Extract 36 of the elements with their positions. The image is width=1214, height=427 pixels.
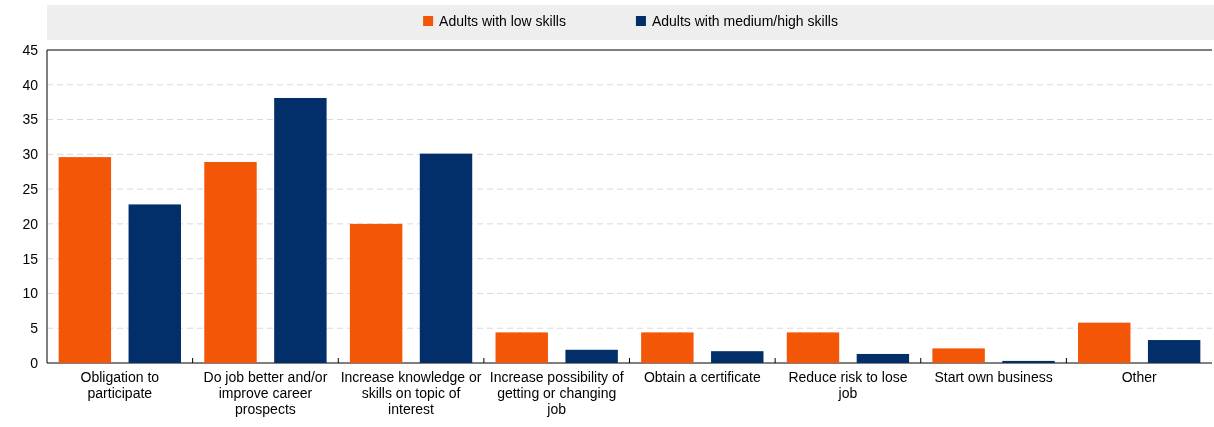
x-tick-label: Obligation to participate [80, 369, 160, 401]
x-tick-label: Other [1121, 369, 1158, 385]
bar [711, 351, 764, 363]
bar [856, 353, 910, 363]
y-tick-label: 40 [22, 76, 39, 93]
bar [419, 153, 473, 363]
y-tick-label: 5 [30, 320, 39, 337]
legend-label: Adults with low skills [439, 13, 566, 29]
bar [1147, 340, 1201, 363]
y-tick-label: 35 [22, 111, 39, 128]
y-tick-label: 20 [22, 215, 39, 232]
legend-label: Adults with medium/high skills [651, 13, 838, 29]
x-tick-label: Start own business [934, 369, 1053, 385]
bar [932, 348, 985, 363]
y-tick-label: 0 [30, 354, 39, 371]
x-tick-label: Do job better and/or improve career prospects [203, 369, 328, 417]
bar [565, 349, 618, 363]
x-tick-label: Increase possibility of getting or changing job [489, 369, 624, 417]
bar [204, 161, 257, 363]
x-tick-label: Reduce risk to lose job [788, 369, 908, 401]
y-tick-label: 15 [22, 250, 39, 267]
y-tick-label: 30 [22, 146, 39, 163]
bar [786, 332, 840, 363]
bar [128, 204, 181, 363]
x-tick-label: Increase knowledge or skills on topic of interest [340, 369, 482, 417]
y-tick-label: 25 [22, 181, 39, 198]
y-tick-label: 10 [22, 285, 39, 302]
bar [349, 223, 403, 363]
bar [495, 332, 548, 363]
x-tick-label: Obtain a certificate [643, 369, 761, 385]
bar [58, 157, 112, 363]
bar [1002, 360, 1055, 363]
bar [1078, 322, 1131, 363]
bar [641, 332, 694, 363]
y-tick-label: 45 [22, 41, 39, 58]
bar [274, 97, 327, 363]
